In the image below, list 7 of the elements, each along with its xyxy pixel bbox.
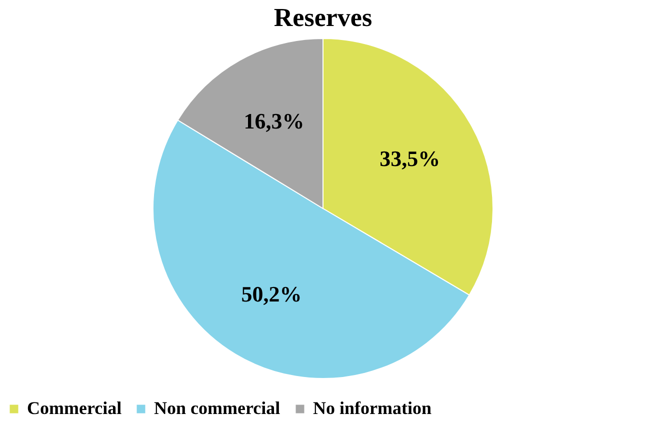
data-label: 33,5% bbox=[380, 146, 440, 171]
legend-label: Commercial bbox=[27, 398, 122, 418]
legend-label: Non commercial bbox=[154, 398, 280, 418]
data-label: 50,2% bbox=[241, 281, 302, 306]
chart-title: Reserves bbox=[274, 3, 372, 32]
legend-label: No information bbox=[313, 398, 432, 418]
data-label: 16,3% bbox=[244, 108, 304, 134]
